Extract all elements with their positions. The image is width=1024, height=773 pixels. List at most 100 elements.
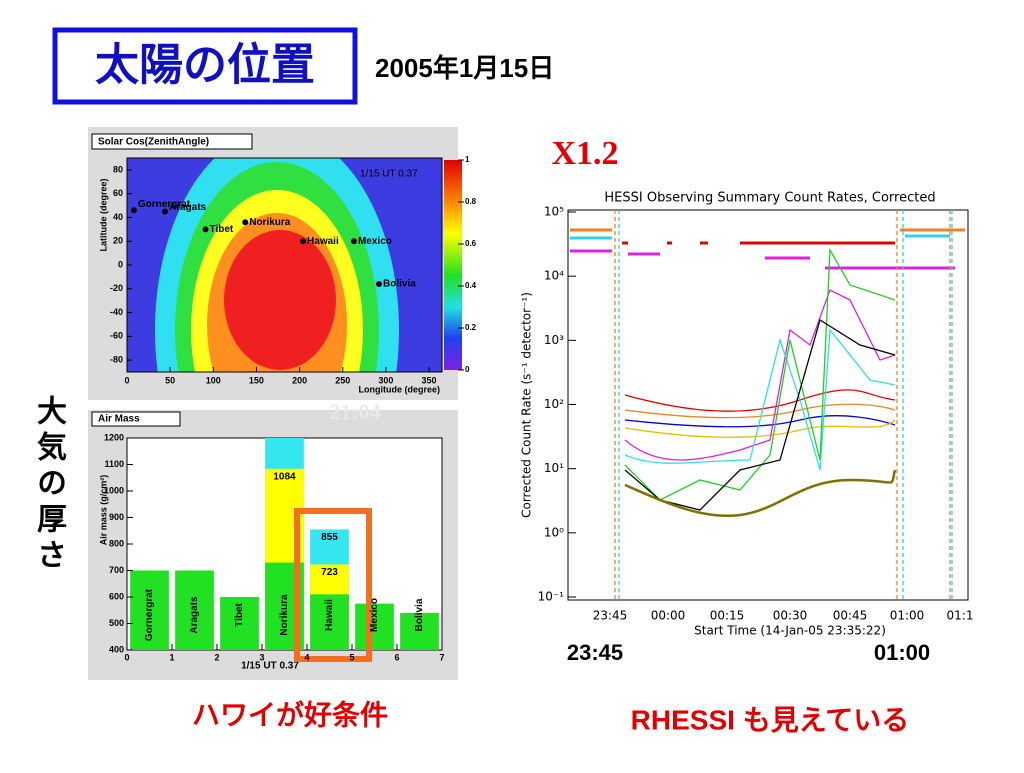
plot-frame [567, 209, 969, 601]
category-label: Aragats [189, 596, 200, 634]
side-label: 大気の厚さ [32, 395, 65, 575]
y-tick-label: 1100 [104, 459, 124, 469]
bar [175, 570, 214, 650]
station [376, 281, 382, 288]
x-axis-label: Start Time (14-Jan-05 23:35:22) [694, 624, 886, 638]
map-title-box [91, 133, 253, 150]
x-tick-label: 01:1 [947, 609, 974, 623]
station-label: Aragats [169, 202, 207, 213]
station-label: Gornergrat [138, 199, 191, 210]
bar-title: Air Mass [98, 414, 140, 425]
x-tick-label: 23:45 [593, 609, 628, 623]
y-tick-label: 800 [109, 538, 124, 548]
map-title: Solar Cos(ZenithAngle) [98, 137, 209, 148]
x-tick-label: 7 [439, 652, 444, 662]
y-tick-label: -60 [110, 331, 123, 341]
y-tick-label: 600 [109, 591, 124, 601]
station-label: Bolivia [383, 279, 416, 290]
y-tick-label: 10¹ [544, 461, 564, 475]
x-axis-label: Longitude (degree) [359, 384, 441, 394]
x-tick-label: 300 [378, 375, 393, 385]
colorbar-label: 0 [465, 365, 470, 374]
x-tick-label: 00:30 [773, 609, 808, 623]
map-annotation: 1/15 UT 0.37 [360, 169, 418, 180]
x-tick-label: 5 [349, 652, 354, 662]
y-tick-label: 80 [113, 164, 123, 174]
y-tick-label: 1000 [104, 485, 124, 495]
colorbar-label: 0.6 [465, 239, 477, 248]
plot-title: HESSI Observing Summary Count Rates, Cor… [604, 191, 935, 206]
y-tick-label: 10⁻¹ [538, 590, 565, 604]
y-tick-label: 10⁴ [544, 269, 564, 283]
y-axis-label: Latitude (degree) [98, 178, 108, 251]
y-tick-label: 20 [113, 236, 123, 246]
flare-class: X1.2 [551, 135, 618, 172]
category-label: Tibet [234, 602, 245, 626]
value-label: 855 [321, 532, 338, 543]
caption-left: ハワイが好条件 [192, 698, 388, 730]
light-curves [570, 210, 965, 600]
y-tick-label: 700 [109, 565, 124, 575]
x-tick-label: 0 [124, 652, 129, 662]
station-label: Hawaii [307, 236, 339, 247]
heatmap [127, 158, 442, 372]
slide-title: 太陽の位置 [95, 41, 315, 90]
title-box [52, 27, 358, 105]
x-tick-label: 1 [169, 652, 174, 662]
x-tick-label: 00:45 [833, 609, 868, 623]
x-tick-label: 6 [394, 652, 399, 662]
x-tick-label: 2 [214, 652, 219, 662]
category-label: Hawaii [324, 599, 335, 631]
station [202, 226, 209, 233]
y-tick-label: 40 [113, 212, 123, 222]
station [242, 219, 249, 226]
x-tick-label: 3 [259, 652, 264, 662]
y-tick-label: 60 [113, 188, 123, 198]
value-label: 1250 [273, 427, 296, 438]
y-tick-label: 10⁰ [544, 525, 564, 539]
y-tick-label: -20 [110, 283, 123, 293]
x-tick-label: 01:00 [890, 609, 925, 623]
category-label: Bolivia [414, 598, 425, 631]
bar [400, 612, 439, 650]
y-tick-label: 10⁵ [544, 205, 564, 219]
bars: 1250 855 1084 723 [130, 427, 439, 650]
category-label: Norikura [279, 594, 290, 636]
x-tick-label: 0 [124, 375, 129, 385]
y-tick-label: -40 [110, 307, 123, 317]
x-tick-label: 150 [249, 375, 264, 385]
category-label: Gornergrat [144, 588, 155, 641]
colorbar [444, 160, 462, 370]
bar [310, 594, 349, 650]
y-tick-label: 10² [544, 397, 564, 411]
y-tick-label: -80 [110, 354, 123, 364]
colorbar-label: 1 [465, 155, 470, 164]
station [350, 238, 357, 245]
station [300, 238, 307, 245]
y-tick-label: 500 [109, 618, 124, 628]
date: 2005年1月15日 [375, 53, 554, 83]
bar [355, 603, 394, 650]
colorbar-label: 0.8 [465, 197, 477, 206]
station-label: Tibet [210, 224, 234, 235]
y-tick-label: 0 [118, 259, 123, 269]
highlight-box [294, 508, 372, 662]
time-marker: 01:00 [874, 640, 930, 665]
station [130, 207, 137, 214]
value-label: 1084 [273, 471, 296, 482]
time-marker: 23:45 [567, 640, 623, 665]
x-tick-label: 200 [292, 375, 307, 385]
x-tick-label: 100 [206, 375, 221, 385]
bar [130, 570, 169, 650]
category-label: Mexico [369, 598, 380, 632]
colorbar-label: 0.4 [465, 281, 477, 290]
y-tick-label: 900 [109, 512, 124, 522]
y-tick-label: 1200 [104, 432, 124, 442]
caption-right: RHESSI も見えている [631, 704, 910, 735]
x-axis-label: 1/15 UT 0.37 [241, 661, 299, 672]
x-tick-label: 4 [304, 652, 309, 662]
bar-title-box [91, 411, 181, 427]
y-tick-label: 400 [109, 644, 124, 654]
